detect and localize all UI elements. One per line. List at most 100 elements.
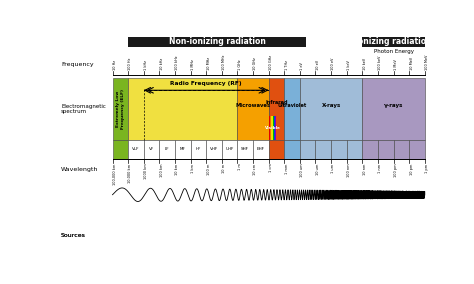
Text: Infrared: Infrared: [265, 100, 288, 105]
Text: 1 pm: 1 pm: [425, 164, 429, 173]
Bar: [237, 78, 269, 140]
Text: 10 m: 10 m: [222, 164, 226, 173]
Text: 1 MeV: 1 MeV: [394, 59, 398, 70]
Bar: [128, 37, 306, 47]
Bar: [300, 140, 316, 159]
Bar: [300, 78, 362, 140]
Text: 100 pm: 100 pm: [394, 164, 398, 177]
Text: 1 cm: 1 cm: [269, 164, 273, 172]
Text: MF: MF: [180, 147, 186, 151]
Bar: [273, 116, 274, 140]
Bar: [316, 140, 331, 159]
Text: 1 THz: 1 THz: [284, 60, 289, 70]
Bar: [270, 116, 271, 140]
Text: 10 keV: 10 keV: [363, 58, 367, 70]
Text: Ionizing radiation: Ionizing radiation: [355, 37, 432, 47]
Text: 1 GHz: 1 GHz: [238, 59, 242, 70]
Text: SHF: SHF: [241, 147, 249, 151]
Text: 10,000 km: 10,000 km: [128, 164, 133, 183]
Bar: [253, 140, 269, 159]
Text: 10 GHz: 10 GHz: [254, 57, 257, 70]
Bar: [269, 140, 284, 159]
Text: VHF: VHF: [210, 147, 218, 151]
Text: Sources: Sources: [61, 233, 86, 238]
Bar: [237, 140, 253, 159]
Text: 1 keV: 1 keV: [347, 60, 351, 70]
Text: 100 GHz: 100 GHz: [269, 55, 273, 70]
Bar: [271, 116, 273, 140]
Text: 10 cm: 10 cm: [254, 164, 257, 175]
Text: EHF: EHF: [257, 147, 265, 151]
Text: Radio Frequency (RF): Radio Frequency (RF): [170, 81, 242, 86]
Text: UHF: UHF: [226, 147, 234, 151]
Text: 1 kHz: 1 kHz: [144, 60, 148, 70]
Text: 100,000 km: 100,000 km: [113, 164, 117, 185]
Text: Non-ionizing radiation: Non-ionizing radiation: [169, 37, 265, 47]
Text: 10 Hz: 10 Hz: [113, 60, 117, 70]
Text: VF: VF: [149, 147, 154, 151]
Bar: [378, 140, 393, 159]
Text: 100 um: 100 um: [300, 164, 304, 177]
Text: LF: LF: [165, 147, 170, 151]
Bar: [362, 78, 425, 140]
Text: 10 nm: 10 nm: [363, 164, 367, 175]
Text: 1 MHz: 1 MHz: [191, 59, 195, 70]
Text: Wavelength: Wavelength: [61, 167, 99, 172]
Text: 10 km: 10 km: [175, 164, 179, 175]
Text: 100 Hz: 100 Hz: [128, 57, 133, 70]
Text: 1 eV: 1 eV: [300, 62, 304, 70]
Bar: [112, 78, 128, 140]
Bar: [362, 37, 425, 47]
Bar: [112, 140, 128, 159]
Bar: [284, 140, 300, 159]
Text: Photon Energy: Photon Energy: [374, 49, 413, 54]
Bar: [275, 116, 276, 140]
Bar: [191, 140, 206, 159]
Text: 100 MeV: 100 MeV: [425, 54, 429, 70]
Bar: [346, 140, 362, 159]
Text: Frequency: Frequency: [61, 62, 94, 67]
Text: 100 kHz: 100 kHz: [175, 55, 179, 70]
Text: 1 nm: 1 nm: [378, 164, 383, 173]
Text: HF: HF: [196, 147, 201, 151]
Text: 10 um: 10 um: [316, 164, 320, 175]
Text: 1000 km: 1000 km: [144, 164, 148, 179]
Text: 1 mm: 1 mm: [284, 164, 289, 174]
Bar: [128, 78, 237, 140]
Bar: [393, 140, 409, 159]
Bar: [269, 116, 270, 140]
Bar: [269, 78, 284, 140]
Text: 10 MHz: 10 MHz: [207, 57, 210, 70]
Bar: [159, 140, 175, 159]
Text: 10 kHz: 10 kHz: [160, 57, 164, 70]
Text: Extremely Low
Frequency (ELF): Extremely Low Frequency (ELF): [116, 89, 125, 129]
Text: Ultraviolet: Ultraviolet: [277, 103, 307, 108]
Bar: [284, 78, 300, 140]
Bar: [274, 116, 275, 140]
Bar: [128, 140, 144, 159]
Bar: [175, 140, 191, 159]
Text: 100 eV: 100 eV: [331, 57, 336, 70]
Bar: [144, 140, 159, 159]
Text: 1 um: 1 um: [331, 164, 336, 173]
Text: 10 eV: 10 eV: [316, 60, 320, 70]
Text: VLF: VLF: [132, 147, 140, 151]
Text: γ-rays: γ-rays: [384, 103, 403, 108]
Text: Microwaves: Microwaves: [236, 103, 271, 108]
Text: 100 nm: 100 nm: [347, 164, 351, 177]
Text: Sources: Sources: [61, 233, 86, 238]
Bar: [362, 140, 378, 159]
Text: X-rays: X-rays: [321, 103, 341, 108]
Bar: [409, 140, 425, 159]
Text: 1 km: 1 km: [191, 164, 195, 173]
Text: 100 keV: 100 keV: [378, 55, 383, 70]
Text: 100 m: 100 m: [207, 164, 210, 175]
Text: 10 pm: 10 pm: [410, 164, 413, 175]
Text: 100 km: 100 km: [160, 164, 164, 177]
Text: Electromagnetic
spectrum: Electromagnetic spectrum: [61, 104, 106, 114]
Text: 100 MHz: 100 MHz: [222, 54, 226, 70]
Text: 1 m: 1 m: [238, 164, 242, 170]
Bar: [206, 140, 222, 159]
Bar: [222, 140, 237, 159]
Bar: [331, 140, 346, 159]
